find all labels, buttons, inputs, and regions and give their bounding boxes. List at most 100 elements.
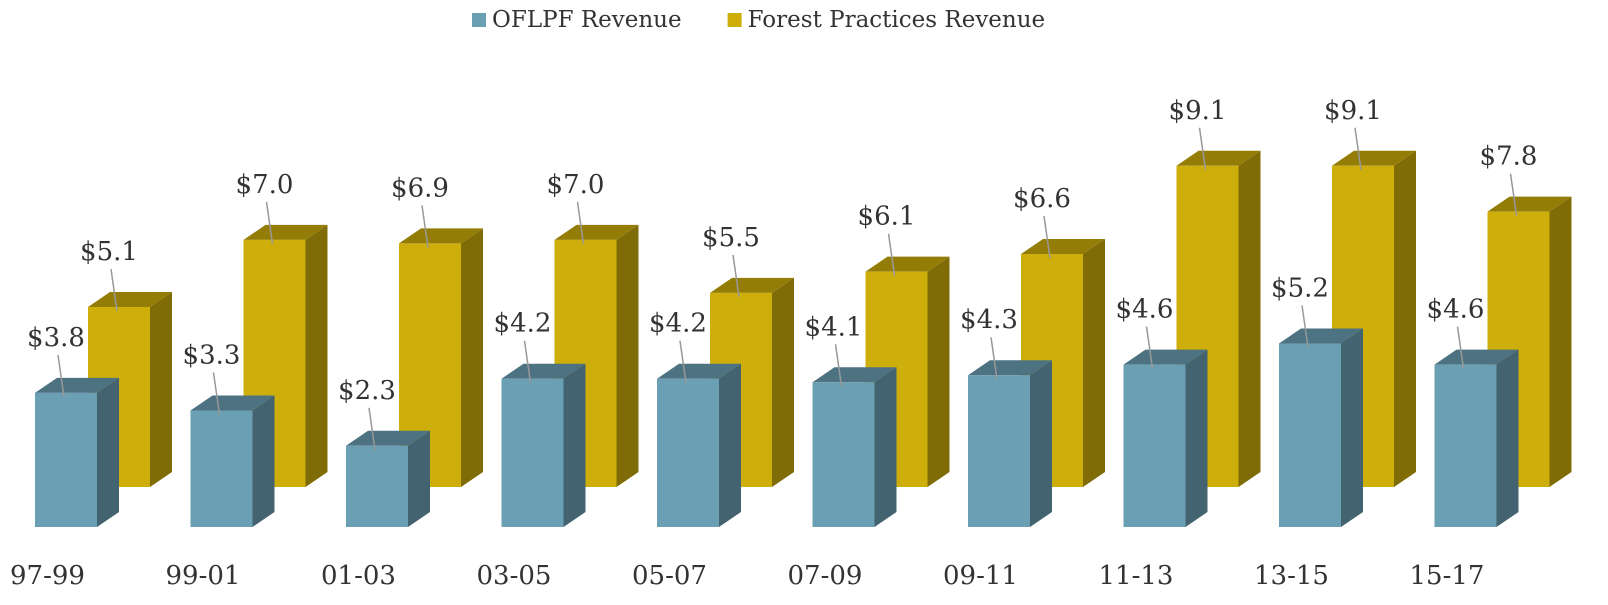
leader-line bbox=[1043, 215, 1051, 259]
data-label: $4.6 bbox=[1116, 295, 1174, 325]
x-tick-label: 01-03 bbox=[321, 561, 396, 591]
bar-side bbox=[408, 430, 430, 527]
leader-line bbox=[110, 268, 118, 312]
bar-top bbox=[968, 360, 1052, 376]
legend-swatch bbox=[472, 13, 486, 27]
bar-side bbox=[97, 377, 119, 527]
bar-top bbox=[399, 228, 483, 244]
bar-side bbox=[1083, 239, 1105, 487]
data-label: $2.3 bbox=[338, 376, 396, 406]
data-label: $4.1 bbox=[805, 312, 863, 342]
bar-side bbox=[1030, 360, 1052, 527]
data-label: $6.6 bbox=[1013, 184, 1071, 214]
bar bbox=[968, 375, 1030, 527]
bar-top bbox=[35, 377, 119, 393]
leader-line bbox=[57, 354, 65, 397]
data-label: $7.8 bbox=[1480, 142, 1538, 172]
leader-line bbox=[212, 372, 221, 415]
bar bbox=[657, 378, 719, 527]
bar bbox=[501, 378, 564, 527]
bar bbox=[1279, 343, 1341, 527]
bar-top bbox=[1279, 328, 1363, 344]
x-tick-label: 99-01 bbox=[166, 561, 241, 591]
bar-top bbox=[501, 363, 586, 379]
data-label: $5.2 bbox=[1271, 273, 1329, 303]
bar-top bbox=[88, 291, 172, 307]
x-tick-label: 13-15 bbox=[1254, 561, 1329, 591]
leader-line bbox=[576, 201, 585, 245]
bar-side bbox=[1238, 150, 1261, 487]
data-label: $3.3 bbox=[183, 341, 241, 371]
bar bbox=[1123, 364, 1186, 527]
x-tick-label: 07-09 bbox=[788, 561, 863, 591]
data-label: $4.2 bbox=[649, 309, 707, 339]
x-tick-label: 11-13 bbox=[1099, 561, 1174, 591]
bar-side bbox=[927, 256, 950, 487]
leader-line bbox=[887, 233, 896, 276]
bar-side bbox=[150, 291, 172, 487]
bar-side bbox=[616, 224, 639, 487]
x-tick-label: 05-07 bbox=[632, 561, 707, 591]
bar bbox=[346, 445, 408, 527]
bar-side bbox=[1185, 349, 1208, 527]
bar bbox=[35, 392, 97, 527]
bar bbox=[1434, 364, 1497, 527]
data-label: $5.1 bbox=[80, 237, 138, 267]
leader-line bbox=[421, 205, 429, 248]
bar-top bbox=[710, 277, 794, 293]
data-label: $5.5 bbox=[702, 223, 760, 253]
bar-top bbox=[346, 430, 430, 446]
legend-label: OFLPF Revenue bbox=[492, 7, 682, 33]
leader-line bbox=[523, 340, 532, 383]
data-label: $7.0 bbox=[547, 170, 605, 200]
bar-side bbox=[1549, 196, 1572, 487]
bar-top bbox=[1021, 239, 1105, 255]
bar-side bbox=[461, 228, 483, 487]
data-label: $9.1 bbox=[1324, 96, 1382, 126]
bar-top bbox=[1176, 150, 1261, 166]
data-label: $9.1 bbox=[1169, 96, 1227, 126]
leader-line bbox=[679, 340, 687, 383]
legend-label: Forest Practices Revenue bbox=[748, 7, 1046, 33]
data-label: $4.6 bbox=[1427, 295, 1485, 325]
bar-top bbox=[657, 363, 741, 379]
data-label: $6.1 bbox=[858, 202, 916, 232]
bar-side bbox=[252, 395, 275, 527]
bar-top bbox=[1123, 349, 1208, 365]
leader-line bbox=[1301, 305, 1309, 348]
data-label: $4.2 bbox=[494, 309, 552, 339]
bar-top bbox=[1332, 150, 1416, 166]
leader-line bbox=[732, 254, 740, 297]
x-tick-label: 09-11 bbox=[943, 561, 1018, 591]
bar-side bbox=[874, 367, 897, 527]
data-label: $6.9 bbox=[391, 173, 449, 203]
leader-line bbox=[1145, 326, 1154, 369]
leader-line bbox=[1509, 173, 1518, 216]
bar-top bbox=[243, 224, 328, 240]
leader-line bbox=[834, 344, 843, 387]
leader-line bbox=[1198, 127, 1207, 170]
data-label: $3.8 bbox=[27, 323, 85, 353]
leader-line bbox=[368, 407, 376, 450]
bar-side bbox=[305, 224, 328, 487]
bar-top bbox=[190, 395, 275, 411]
x-tick-label: 97-99 bbox=[10, 561, 85, 591]
data-label: $4.3 bbox=[960, 305, 1018, 335]
bar-top bbox=[1434, 349, 1519, 365]
bar-side bbox=[1496, 349, 1519, 527]
bar-top bbox=[554, 224, 639, 240]
bar-side bbox=[1394, 150, 1416, 487]
data-label: $7.0 bbox=[236, 170, 294, 200]
bar-side bbox=[1341, 328, 1363, 527]
bar-side bbox=[719, 363, 741, 527]
bar bbox=[812, 382, 875, 527]
bar-side bbox=[563, 363, 586, 527]
bar-top bbox=[812, 367, 897, 383]
legend-swatch bbox=[727, 13, 742, 27]
bar-top bbox=[865, 256, 950, 272]
bar-side bbox=[772, 277, 794, 487]
leader-line bbox=[265, 201, 274, 245]
x-tick-label: 03-05 bbox=[477, 561, 552, 591]
x-tick-label: 15-17 bbox=[1410, 561, 1485, 591]
